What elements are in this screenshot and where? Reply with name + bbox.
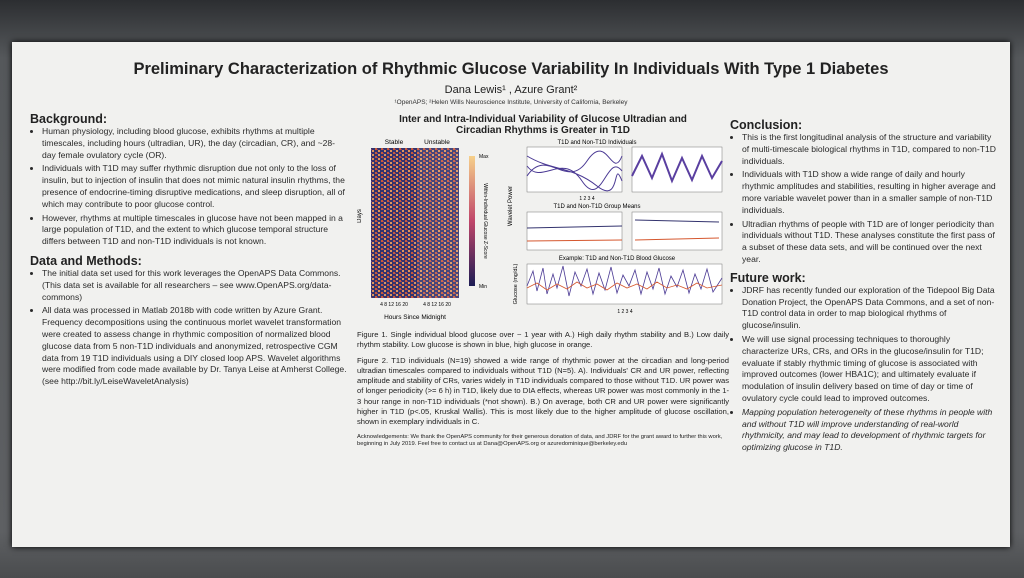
label: Min <box>479 284 487 290</box>
middle-column: Inter and Intra-Individual Variability o… <box>357 114 729 449</box>
bullet: Human physiology, including blood glucos… <box>42 126 348 161</box>
curve <box>526 281 723 291</box>
bullet: This is the first longitudinal analysis … <box>742 132 998 167</box>
bullet-list: This is the first longitudinal analysis … <box>730 132 998 266</box>
right-column: Conclusion: This is the first longitudin… <box>730 118 998 456</box>
authors: Dana Lewis¹ , Azure Grant² <box>444 84 578 96</box>
heatmap <box>371 148 417 298</box>
left-column: Background: Human physiology, including … <box>30 112 348 390</box>
axis-label: Wavelet Power <box>508 186 514 226</box>
bullet-list: Human physiology, including blood glucos… <box>30 126 348 248</box>
panel <box>526 211 623 251</box>
bullet: The initial data set used for this work … <box>42 268 348 303</box>
caption: Figure 1. Single individual blood glucos… <box>357 330 729 350</box>
panel <box>631 146 723 193</box>
title: Preliminary Characterization of Rhythmic… <box>133 60 889 78</box>
section-heading: Data and Methods: <box>30 253 142 268</box>
colorbar <box>469 156 475 286</box>
label: Stable <box>385 139 404 146</box>
label: Within-Individual Glucose Z-Score <box>482 183 488 259</box>
bullet-list: JDRF has recently funded our exploration… <box>730 285 998 454</box>
bullet: Individuals with T1D may suffer rhythmic… <box>42 163 348 210</box>
figure: Stable Unstable Days 4 8 12 16 20 4 8 12… <box>357 139 723 321</box>
bullet-list: The initial data set used for this work … <box>30 268 348 388</box>
curve <box>526 239 623 242</box>
panel-title: T1D and Non-T1D Group Means <box>553 204 640 210</box>
bullet: All data was processed in Matlab 2018b w… <box>42 305 348 388</box>
label: Max <box>479 154 489 160</box>
panel <box>526 146 623 193</box>
curves <box>526 150 623 192</box>
acknowledgements: Acknowledgements: We thank the OpenAPS c… <box>357 433 723 448</box>
tick-labels: 1 2 3 4 <box>579 196 595 202</box>
bullet: JDRF has recently funded our exploration… <box>742 285 998 332</box>
tick-labels: 4 8 12 16 20 <box>380 302 408 308</box>
bullet: Mapping population heterogeneity of thes… <box>742 407 998 454</box>
panel-title: T1D and Non-T1D Individuals <box>557 140 636 146</box>
heatmap <box>415 148 459 298</box>
bullet: Ultradian rhythms of people with T1D are… <box>742 219 998 266</box>
bullet: However, rhythms at multiple timescales … <box>42 213 348 248</box>
label: Unstable <box>424 139 450 146</box>
curve <box>634 219 720 223</box>
axis-label: Hours Since Midnight <box>384 314 446 321</box>
bullet: We will use signal processing techniques… <box>742 334 998 405</box>
tick-labels: 1 2 3 4 <box>617 309 633 315</box>
axis-label: Days <box>357 209 363 223</box>
tick-labels: 4 8 12 16 20 <box>423 302 451 308</box>
section-heading: Conclusion: <box>730 118 803 132</box>
curve <box>526 225 623 229</box>
section-heading: Background: <box>30 112 108 126</box>
axis-label: Glucose (mg/dL) <box>513 264 519 305</box>
poster: Preliminary Characterization of Rhythmic… <box>12 42 1010 547</box>
figure-title: Inter and Intra-Individual Variability o… <box>399 114 687 136</box>
caption: Figure 2. T1D individuals (N=19) showed … <box>357 355 729 427</box>
affiliation: ¹OpenAPS; ²Helen Wills Neuroscience Inst… <box>394 99 628 106</box>
panel-title: Example: T1D and Non-T1D Blood Glucose <box>559 256 676 262</box>
panel <box>631 211 723 251</box>
curves <box>631 151 723 184</box>
bullet: Individuals with T1D show a wide range o… <box>742 169 998 216</box>
panel <box>526 263 723 305</box>
section-heading: Future work: <box>730 270 806 285</box>
curve <box>526 265 723 297</box>
curve <box>634 237 720 241</box>
